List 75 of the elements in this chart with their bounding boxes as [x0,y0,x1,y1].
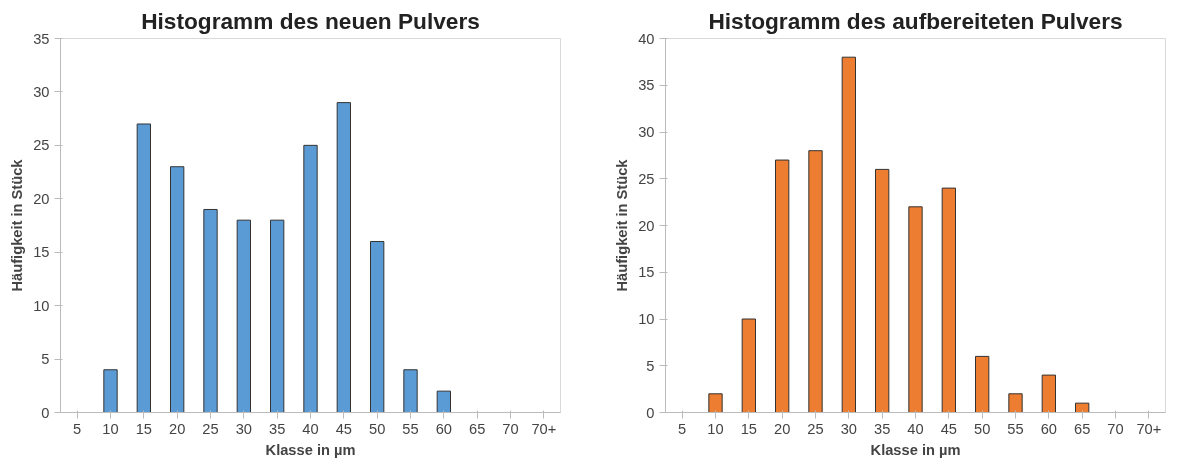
y-tick-label: 15 [638,264,655,281]
x-tick-label: 45 [335,420,352,437]
bar [136,123,151,413]
y-axis-title: Häufigkeit in Stück [614,158,631,292]
x-tick-label: 10 [102,420,119,437]
bar [708,393,723,413]
x-tick-label: 30 [840,420,857,437]
x-tick-label: 60 [435,420,452,437]
bar [908,206,923,413]
y-tick-label: 40 [638,30,655,47]
y-tick-label: 35 [638,77,655,94]
y-tick-label: 20 [638,217,655,234]
chart-title: Histogramm des neuen Pulvers [141,7,480,34]
bar [1008,393,1023,413]
x-tick-label: 70+ [1136,420,1162,437]
x-tick-label: 70 [1107,420,1124,437]
x-tick-label: 65 [1074,420,1091,437]
bar [403,369,418,413]
y-tick-label: 25 [638,170,655,187]
bar [303,144,318,413]
x-tick-label: 15 [135,420,152,437]
bar [236,219,251,413]
x-tick-label: 20 [774,420,791,437]
bar [336,102,351,413]
y-tick-label: 30 [33,83,50,100]
bar [436,390,451,413]
x-tick-label: 5 [73,420,82,437]
y-tick-label: 5 [41,351,50,368]
y-tick-label: 0 [646,404,655,421]
bar [103,369,118,413]
chart-title: Histogramm des aufbereiteten Pulvers [708,7,1123,34]
x-tick-label: 10 [707,420,724,437]
bar [741,318,756,413]
bar [975,355,990,413]
y-tick-label: 0 [41,404,50,421]
bar [875,168,890,413]
x-tick-label: 70 [502,420,519,437]
x-tick-label: 50 [369,420,386,437]
bar [370,241,385,413]
y-tick-label: 30 [638,124,655,140]
x-tick-label: 40 [302,420,319,437]
bar [808,150,823,413]
y-tick-label: 35 [33,30,50,47]
x-tick-label: 65 [469,420,486,437]
x-tick-label: 20 [169,420,186,437]
x-axis-title: Klasse in µm [870,441,961,458]
x-tick-label: 15 [740,420,757,437]
y-axis-title: Häufigkeit in Stück [9,158,26,292]
x-axis-title: Klasse in µm [265,441,356,458]
x-tick-label: 5 [678,420,687,437]
bar [203,208,218,413]
bar [170,166,185,413]
x-tick-label: 50 [974,420,991,437]
bar [775,159,790,413]
bar [941,187,956,413]
y-tick-label: 10 [33,297,50,314]
x-tick-label: 35 [874,420,891,437]
y-tick-label: 5 [646,357,655,374]
x-tick-label: 30 [235,420,252,437]
x-tick-label: 45 [940,420,957,437]
bar [270,219,285,413]
x-tick-label: 35 [269,420,286,437]
y-tick-label: 20 [33,190,50,207]
x-tick-label: 60 [1040,420,1057,437]
y-tick-label: 10 [638,311,655,327]
bar [841,56,856,413]
x-tick-label: 25 [807,420,824,437]
y-tick-label: 15 [33,244,50,261]
x-tick-label: 25 [202,420,219,437]
x-tick-label: 40 [907,420,924,437]
y-tick-label: 25 [33,137,50,154]
x-tick-label: 55 [402,420,419,437]
x-tick-label: 70+ [531,420,557,437]
bar [1041,374,1056,413]
x-tick-label: 55 [1007,420,1024,437]
